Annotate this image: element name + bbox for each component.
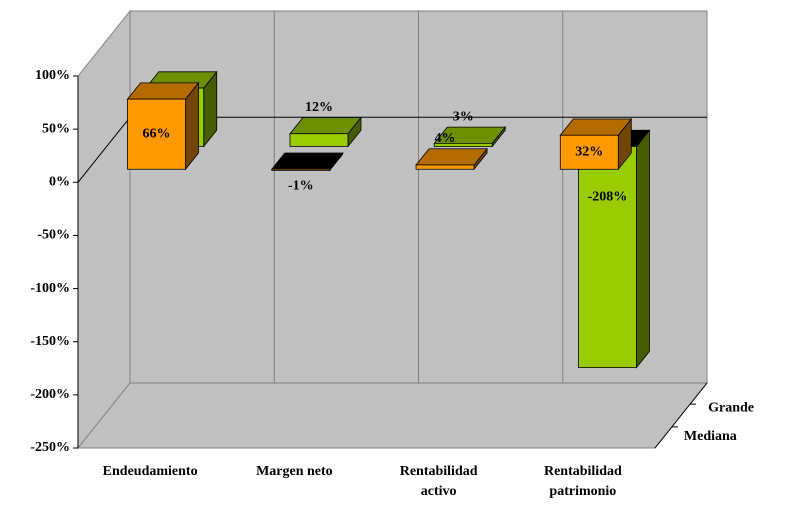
y-tick-label: 0% bbox=[49, 175, 70, 190]
legend-label: Grande bbox=[708, 400, 754, 415]
bar-front bbox=[271, 168, 331, 171]
bar bbox=[126, 81, 200, 171]
x-tick-label: Rentabilidad patrimonio bbox=[544, 464, 622, 499]
bar-front bbox=[289, 133, 349, 147]
bar-top bbox=[415, 148, 488, 166]
x-tick-label: Endeudamiento bbox=[103, 464, 198, 479]
y-tick-label: -250% bbox=[30, 440, 70, 455]
bar bbox=[270, 151, 344, 172]
data-label: 32% bbox=[575, 144, 603, 159]
y-tick-label: 100% bbox=[35, 68, 70, 83]
bar bbox=[289, 116, 362, 148]
bar-front bbox=[433, 142, 493, 147]
bar-top bbox=[559, 118, 633, 136]
bar-front bbox=[415, 164, 475, 170]
x-tick-label: Margen neto bbox=[256, 464, 333, 479]
data-label: 3% bbox=[453, 109, 474, 124]
bar-front bbox=[578, 146, 637, 369]
bar bbox=[415, 147, 488, 171]
x-tick-label: Rentabilidad activo bbox=[400, 464, 478, 499]
bar-top bbox=[270, 152, 344, 170]
y-tick-label: -50% bbox=[37, 228, 70, 243]
legend-label: Mediana bbox=[684, 429, 737, 444]
bar bbox=[559, 117, 633, 171]
data-label: -1% bbox=[288, 179, 314, 194]
bar-side bbox=[636, 129, 650, 369]
depth-axis bbox=[654, 382, 708, 449]
y-tick-label: -200% bbox=[30, 387, 70, 402]
data-label: 66% bbox=[143, 126, 171, 141]
bar-top bbox=[126, 82, 200, 100]
floor bbox=[76, 382, 709, 449]
y-tick-label: -100% bbox=[30, 281, 70, 296]
bar-top bbox=[289, 117, 362, 135]
data-label: -208% bbox=[588, 189, 628, 204]
y-tick-label: 50% bbox=[42, 121, 70, 136]
bar-front bbox=[559, 134, 619, 170]
bar-front bbox=[127, 98, 186, 170]
y-tick-label: -150% bbox=[30, 334, 70, 349]
bar bbox=[433, 125, 507, 148]
left-wall bbox=[77, 9, 131, 450]
data-label: 12% bbox=[305, 100, 333, 115]
data-label: 4% bbox=[435, 131, 456, 146]
